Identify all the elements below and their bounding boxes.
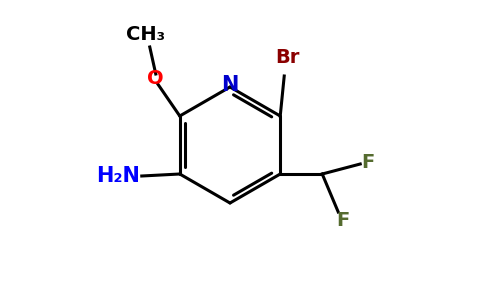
- Text: CH₃: CH₃: [126, 25, 165, 44]
- Text: N: N: [221, 75, 239, 95]
- Text: H₂N: H₂N: [96, 166, 140, 186]
- Text: O: O: [148, 70, 164, 88]
- Text: F: F: [362, 152, 375, 172]
- Text: Br: Br: [275, 49, 300, 68]
- Text: F: F: [336, 211, 350, 230]
